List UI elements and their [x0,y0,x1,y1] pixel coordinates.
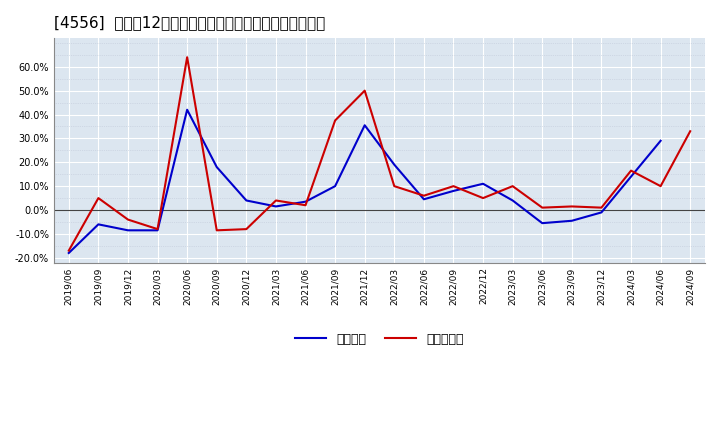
当期純利益 [420,193,428,198]
当期純利益 [626,168,635,173]
当期純利益 [657,183,665,189]
当期純利益 [271,198,280,203]
当期純利益 [449,183,458,189]
当期純利益 [567,204,576,209]
経常利益 [390,162,399,167]
経常利益 [538,220,546,226]
経常利益 [626,174,635,179]
当期純利益 [242,227,251,232]
当期純利益 [538,205,546,210]
Line: 経常利益: 経常利益 [69,110,661,253]
当期純利益 [124,217,132,222]
当期純利益 [390,183,399,189]
当期純利益 [65,248,73,253]
経常利益 [597,210,606,215]
経常利益 [301,199,310,204]
Text: [4556]  利益だ12か月移動合計の対前年同期増減率の推移: [4556] 利益だ12か月移動合計の対前年同期増減率の推移 [54,15,325,30]
当期純利益 [508,183,517,189]
当期純利益 [212,227,221,233]
当期純利益 [153,227,162,232]
当期純利益 [597,205,606,210]
経常利益 [183,107,192,112]
Line: 当期純利益: 当期純利益 [69,57,690,251]
当期純利益 [361,88,369,93]
経常利益 [479,181,487,187]
経常利益 [361,123,369,128]
経常利益 [65,250,73,256]
当期純利益 [94,195,103,201]
経常利益 [212,165,221,170]
経常利益 [449,188,458,194]
経常利益 [567,218,576,224]
Legend: 経常利益, 当期純利益: 経常利益, 当期純利益 [290,327,469,351]
当期純利益 [330,118,339,123]
当期純利益 [686,128,695,134]
経常利益 [330,183,339,189]
経常利益 [242,198,251,203]
経常利益 [271,204,280,209]
経常利益 [153,227,162,233]
経常利益 [657,138,665,143]
当期純利益 [301,202,310,208]
当期純利益 [183,55,192,60]
経常利益 [94,222,103,227]
経常利益 [124,227,132,233]
当期純利益 [479,195,487,201]
経常利益 [508,198,517,203]
経常利益 [420,197,428,202]
